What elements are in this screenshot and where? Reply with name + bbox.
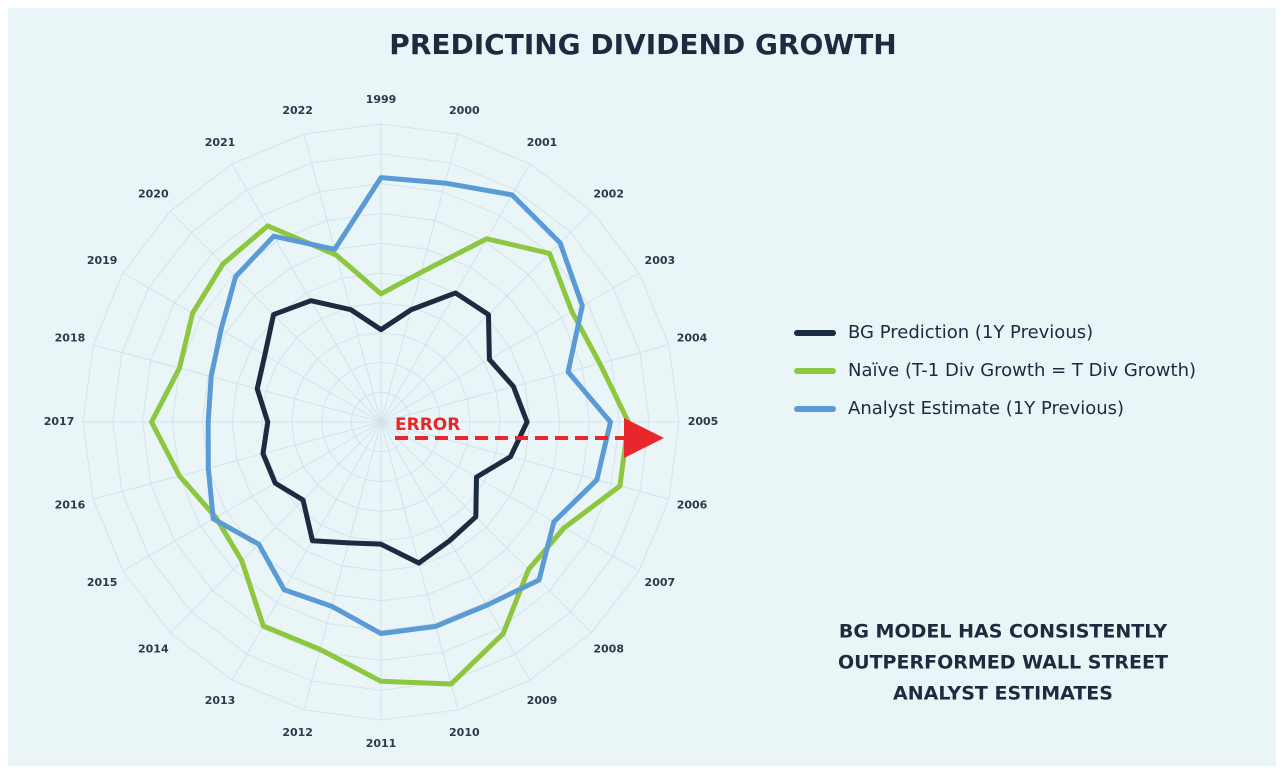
category-label: 2017 bbox=[44, 415, 75, 428]
category-label: 2015 bbox=[87, 576, 118, 589]
legend-label: Analyst Estimate (1Y Previous) bbox=[848, 398, 1124, 419]
spoke bbox=[122, 272, 382, 423]
spoke bbox=[380, 421, 459, 710]
category-label: 2001 bbox=[527, 136, 558, 149]
category-label: 2022 bbox=[282, 104, 313, 117]
category-label: 2011 bbox=[366, 737, 397, 750]
series-line bbox=[254, 290, 530, 566]
category-label: 2018 bbox=[55, 332, 86, 345]
spoke bbox=[231, 163, 382, 423]
category-label: 2020 bbox=[138, 187, 169, 200]
category-label: 2000 bbox=[449, 104, 480, 117]
note: ANALYST ESTIMATES bbox=[893, 683, 1113, 705]
category-label: 2008 bbox=[593, 643, 624, 656]
category-label: 2009 bbox=[527, 694, 558, 707]
category-label: 2010 bbox=[449, 726, 480, 739]
panel bbox=[8, 8, 1276, 766]
spoke bbox=[93, 421, 382, 500]
category-label: 2003 bbox=[645, 254, 676, 267]
chart-title: PREDICTING DIVIDEND GROWTH bbox=[389, 28, 896, 61]
annotation: ERROR bbox=[395, 415, 460, 435]
legend-label: Naïve (T-1 Div Growth = T Div Growth) bbox=[848, 360, 1196, 381]
category-label: 2012 bbox=[282, 726, 313, 739]
legend-label: BG Prediction (1Y Previous) bbox=[848, 322, 1093, 343]
spoke bbox=[380, 344, 669, 423]
category-label: 2007 bbox=[645, 576, 676, 589]
category-label: 2002 bbox=[593, 187, 624, 200]
spoke bbox=[380, 421, 640, 572]
spoke bbox=[380, 421, 593, 634]
spoke bbox=[380, 272, 640, 423]
spoke bbox=[169, 421, 382, 634]
category-label: 2021 bbox=[205, 136, 236, 149]
spoke bbox=[122, 421, 382, 572]
note: OUTPERFORMED WALL STREET bbox=[838, 652, 1168, 674]
spoke bbox=[380, 421, 531, 681]
category-label: 1999 bbox=[366, 93, 397, 106]
category-label: 2019 bbox=[87, 254, 118, 267]
spoke bbox=[303, 421, 382, 710]
spoke bbox=[169, 210, 382, 423]
category-label: 2014 bbox=[138, 643, 169, 656]
category-label: 2006 bbox=[677, 498, 708, 511]
spoke bbox=[93, 344, 382, 423]
category-label: 2016 bbox=[55, 498, 86, 511]
series-line bbox=[205, 175, 613, 637]
category-label: 2004 bbox=[677, 332, 708, 345]
note: BG MODEL HAS CONSISTENTLY bbox=[839, 621, 1168, 643]
category-label: 2005 bbox=[688, 415, 719, 428]
series-line bbox=[149, 223, 631, 687]
spoke bbox=[303, 134, 382, 423]
spoke bbox=[231, 421, 382, 681]
category-label: 2013 bbox=[205, 694, 236, 707]
